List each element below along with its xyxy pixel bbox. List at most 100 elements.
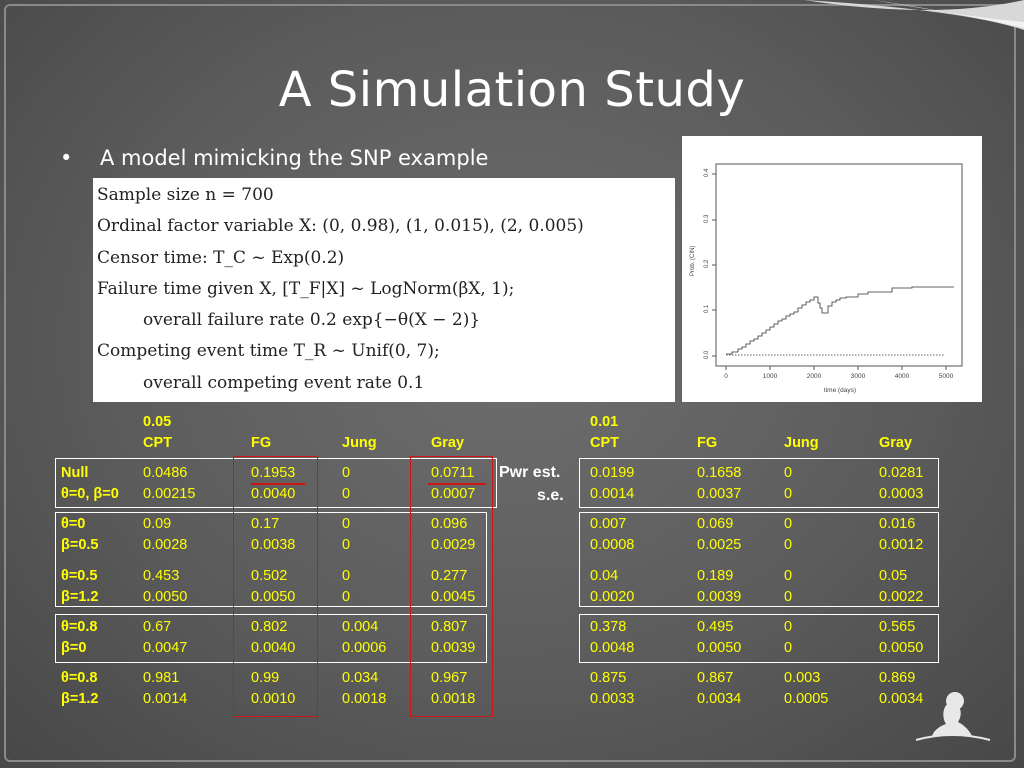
table-cell: 0.05 bbox=[879, 568, 908, 584]
theta0-group-frame-left bbox=[55, 512, 487, 607]
x-axis-ticks bbox=[725, 366, 947, 370]
model-spec-box: Sample size n = 700 Ordinal factor varia… bbox=[93, 178, 675, 402]
table-cell: 0.565 bbox=[879, 619, 916, 635]
y-tick-label: 0.3 bbox=[704, 214, 710, 223]
col-header-fg-left: FG bbox=[251, 435, 272, 451]
table-cell: 0.0008 bbox=[590, 537, 635, 553]
model-line: Competing event time T_R ~ Unif(0, 7); bbox=[97, 341, 440, 362]
plot-frame bbox=[715, 163, 963, 367]
table-cell: 0.0050 bbox=[697, 640, 742, 656]
table-cell: 0.0039 bbox=[697, 589, 742, 605]
table-cell: 0.189 bbox=[697, 568, 734, 584]
table-cell: 0.0047 bbox=[143, 640, 188, 656]
table-cell: 0.502 bbox=[251, 568, 288, 584]
table-cell: 0.0033 bbox=[590, 691, 635, 707]
col-header-gray-right: Gray bbox=[879, 435, 913, 451]
table-cell: 0.0018 bbox=[431, 691, 476, 707]
table-cell: 0.0014 bbox=[143, 691, 188, 707]
table-cell: 0.0199 bbox=[590, 465, 635, 481]
table-cell: 0.0050 bbox=[251, 589, 296, 605]
table-cell: 0 bbox=[342, 589, 351, 605]
y-tick-label: 0.4 bbox=[704, 168, 710, 177]
table-cell: 0.0029 bbox=[431, 537, 476, 553]
y-axis-label: Prob. (CIN) bbox=[690, 246, 696, 276]
table-cell: 0.277 bbox=[431, 568, 468, 584]
table-cell: 0.09 bbox=[143, 516, 172, 532]
table-cell: 0.004 bbox=[342, 619, 379, 635]
table-cell: 0.0037 bbox=[697, 486, 742, 502]
table-cell: 0 bbox=[784, 589, 793, 605]
alpha-left-header: 0.05 bbox=[143, 414, 172, 430]
table-cell: 0 bbox=[784, 568, 793, 584]
table-cell: 0.0028 bbox=[143, 537, 188, 553]
theta0-group-frame-right bbox=[579, 512, 939, 607]
table-cell: 0.096 bbox=[431, 516, 468, 532]
row-label: β=1.2 bbox=[61, 691, 99, 707]
row-label: β=0 bbox=[61, 640, 87, 656]
table-cell: 0.0038 bbox=[251, 537, 296, 553]
table-cell: 0.0025 bbox=[697, 537, 742, 553]
x-tick-label: 3000 bbox=[851, 373, 866, 380]
model-line: Ordinal factor variable X: (0, 0.98), (1… bbox=[97, 216, 584, 237]
model-line: Sample size n = 700 bbox=[97, 185, 274, 205]
table-cell: 0.0281 bbox=[879, 465, 924, 481]
slide-title: A Simulation Study bbox=[278, 62, 746, 118]
y-tick-label: 0.1 bbox=[704, 304, 710, 313]
bullet-dot: • bbox=[60, 146, 73, 170]
theta08-row-frame-left bbox=[55, 614, 487, 663]
table-cell: 0.802 bbox=[251, 619, 288, 635]
table-cell: 0.67 bbox=[143, 619, 172, 635]
col-header-jung-right: Jung bbox=[784, 435, 819, 451]
table-cell: 0 bbox=[342, 465, 351, 481]
child-logo bbox=[915, 692, 991, 741]
table-cell: 0.17 bbox=[251, 516, 280, 532]
pwr-est-label: Pwr est. bbox=[499, 464, 561, 481]
table-cell: 0.0045 bbox=[431, 589, 476, 605]
table-cell: 0.016 bbox=[879, 516, 916, 532]
y-tick-label: 0.0 bbox=[704, 350, 710, 359]
table-cell: 0.0006 bbox=[342, 640, 387, 656]
table-cell: 0 bbox=[784, 465, 793, 481]
table-cell: 0 bbox=[342, 516, 351, 532]
col-header-gray-left: Gray bbox=[431, 435, 465, 451]
row-label: Null bbox=[61, 465, 89, 481]
table-cell: 0.0003 bbox=[879, 486, 924, 502]
table-cell: 0.0050 bbox=[143, 589, 188, 605]
table-cell: 0.0050 bbox=[879, 640, 924, 656]
x-tick-label: 2000 bbox=[807, 373, 822, 380]
table-cell: 0.04 bbox=[590, 568, 619, 584]
null-row-frame-left bbox=[55, 458, 497, 508]
model-line: overall failure rate 0.2 exp{−θ(X − 2)} bbox=[143, 310, 481, 331]
alpha-right-header: 0.01 bbox=[590, 414, 619, 430]
gray-column-highlight bbox=[410, 456, 493, 717]
fg-column-highlight bbox=[233, 456, 318, 717]
table-cell: 0.069 bbox=[697, 516, 734, 532]
x-tick-label: 5000 bbox=[939, 373, 954, 380]
table-cell: 0.869 bbox=[879, 670, 916, 686]
bullet-text: A model mimicking the SNP example bbox=[100, 146, 489, 170]
y-tick-label: 0.2 bbox=[704, 259, 710, 268]
model-line: overall competing event rate 0.1 bbox=[143, 372, 425, 393]
table-cell: 0.0007 bbox=[431, 486, 476, 502]
table-cell: 0.0014 bbox=[590, 486, 635, 502]
theta08-row-frame-right bbox=[579, 614, 939, 663]
table-cell: 0.875 bbox=[590, 670, 627, 686]
table-cell: 0.0034 bbox=[879, 691, 924, 707]
table-cell: 0 bbox=[784, 640, 793, 656]
x-tick-label: 0 bbox=[724, 373, 728, 380]
table-cell: 0.378 bbox=[590, 619, 627, 635]
table-cell: 0.0020 bbox=[590, 589, 635, 605]
row-label: θ=0, β=0 bbox=[61, 486, 119, 502]
page-curl-decoration bbox=[804, 0, 1024, 30]
y-axis-ticks bbox=[712, 173, 716, 357]
table-cell: 0.99 bbox=[251, 670, 280, 686]
cumulative-incidence-plot: 0.0 0.1 0.2 0.3 0.4 Prob. (CIN) 0 1000 2… bbox=[682, 136, 982, 402]
incidence-step-curve bbox=[726, 286, 954, 355]
plot-svg: 0.0 0.1 0.2 0.3 0.4 Prob. (CIN) 0 1000 2… bbox=[690, 163, 963, 394]
col-header-cpt-left: CPT bbox=[143, 435, 172, 451]
table-cell: 0.981 bbox=[143, 670, 180, 686]
table-cell: 0.0040 bbox=[251, 486, 296, 502]
slide-border bbox=[4, 4, 1016, 762]
x-tick-label: 1000 bbox=[763, 373, 778, 380]
table-cell: 0.007 bbox=[590, 516, 627, 532]
